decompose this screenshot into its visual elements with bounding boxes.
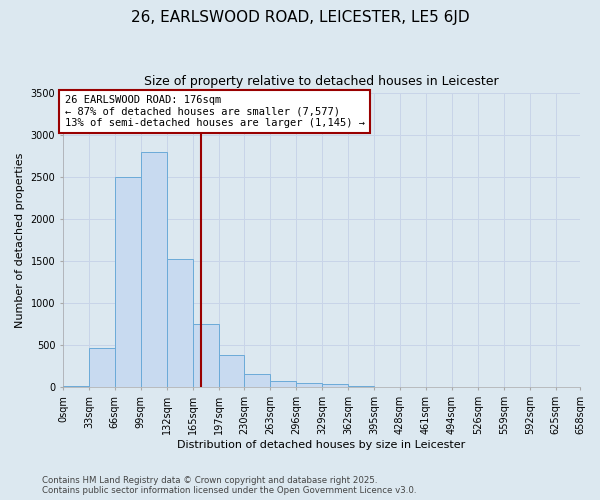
Bar	[348, 386, 374, 388]
Bar	[322, 384, 348, 388]
Bar	[374, 386, 400, 388]
Text: 26, EARLSWOOD ROAD, LEICESTER, LE5 6JD: 26, EARLSWOOD ROAD, LEICESTER, LE5 6JD	[131, 10, 469, 25]
Bar	[115, 178, 141, 388]
Bar	[296, 383, 322, 388]
Bar	[63, 386, 89, 388]
Bar	[89, 348, 115, 388]
X-axis label: Distribution of detached houses by size in Leicester: Distribution of detached houses by size …	[178, 440, 466, 450]
Bar	[218, 354, 244, 388]
Bar	[193, 324, 218, 388]
Text: Contains HM Land Registry data © Crown copyright and database right 2025.
Contai: Contains HM Land Registry data © Crown c…	[42, 476, 416, 495]
Bar	[167, 259, 193, 388]
Bar	[141, 152, 167, 388]
Title: Size of property relative to detached houses in Leicester: Size of property relative to detached ho…	[144, 75, 499, 88]
Bar	[244, 374, 271, 388]
Text: 26 EARLSWOOD ROAD: 176sqm
← 87% of detached houses are smaller (7,577)
13% of se: 26 EARLSWOOD ROAD: 176sqm ← 87% of detac…	[65, 95, 365, 128]
Bar	[271, 381, 296, 388]
Y-axis label: Number of detached properties: Number of detached properties	[15, 152, 25, 328]
